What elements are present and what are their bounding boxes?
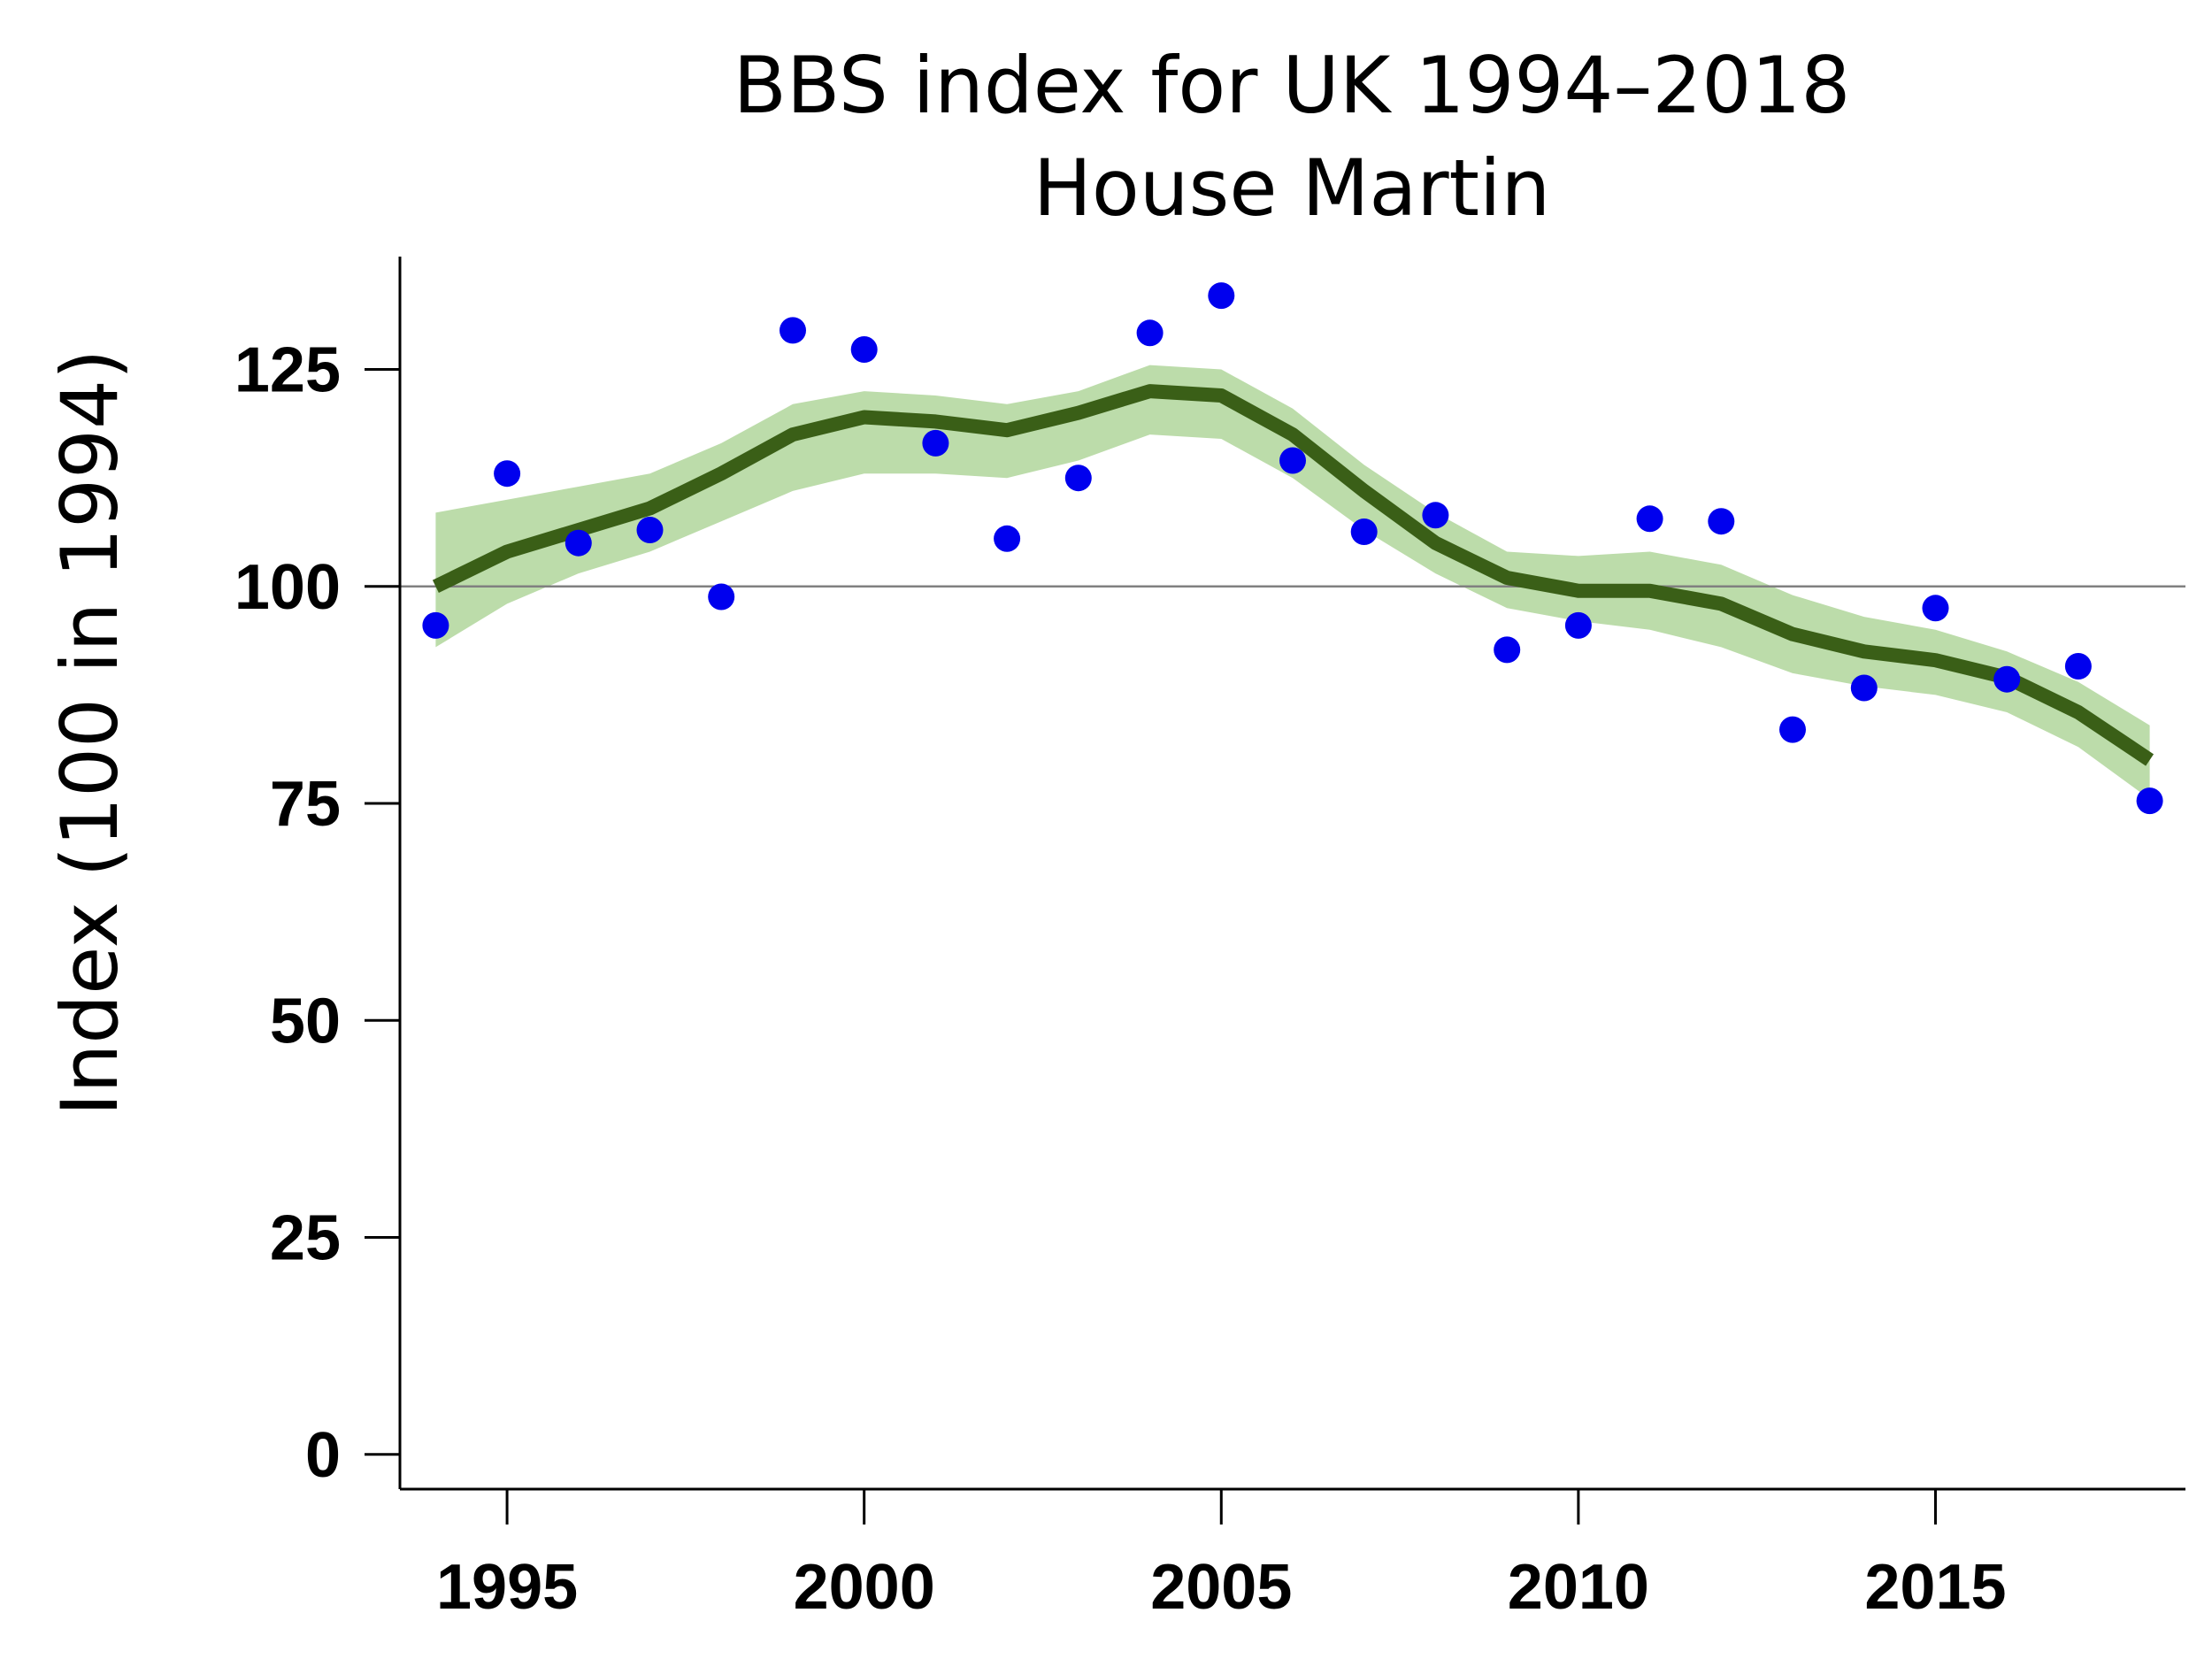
data-point-2003 xyxy=(1064,465,1092,492)
data-point-2018 xyxy=(2136,787,2163,815)
y-tick-label: 0 xyxy=(305,1420,341,1491)
data-point-2011 xyxy=(1636,505,1663,533)
y-tick-label: 75 xyxy=(270,769,341,840)
data-point-2012 xyxy=(1708,508,1735,535)
data-point-2009 xyxy=(1494,636,1521,664)
data-point-1995 xyxy=(494,460,521,488)
x-tick-label: 2015 xyxy=(1864,1552,2006,1623)
y-tick-label: 125 xyxy=(234,335,341,406)
x-tick-label: 1995 xyxy=(436,1552,578,1623)
x-tick-label: 2005 xyxy=(1150,1552,1292,1623)
data-point-2001 xyxy=(922,429,949,457)
x-tick-label: 2010 xyxy=(1508,1552,1649,1623)
data-point-2006 xyxy=(1279,447,1306,474)
data-point-2014 xyxy=(1850,674,1878,702)
data-point-2000 xyxy=(850,336,878,363)
x-tick-label: 2000 xyxy=(794,1552,935,1623)
data-point-2010 xyxy=(1564,611,1592,639)
data-point-2013 xyxy=(1779,716,1806,743)
y-axis-label: Index (100 in 1994) xyxy=(44,349,135,1117)
trend-line xyxy=(432,384,2154,766)
data-point-2016 xyxy=(1993,665,2021,693)
data-point-1997 xyxy=(636,517,664,543)
y-tick-label: 25 xyxy=(270,1203,341,1274)
data-point-2005 xyxy=(1208,282,1235,310)
data-point-2015 xyxy=(1922,595,1949,622)
data-point-1999 xyxy=(780,317,806,344)
data-point-2008 xyxy=(1422,502,1449,529)
plot-area: 0 25 50 75 100 125 1995 2000 2005 2010 2015 xyxy=(234,257,2185,1623)
data-point-2007 xyxy=(1350,518,1378,545)
chart-subtitle: House Martin xyxy=(1033,142,1551,234)
chart-title: BBS index for UK 1994–2018 xyxy=(733,40,1851,131)
data-point-2017 xyxy=(2064,653,2092,680)
y-tick-label: 100 xyxy=(234,552,341,623)
data-point-1998 xyxy=(708,583,735,611)
data-point-1996 xyxy=(565,529,592,557)
data-point-2004 xyxy=(1136,319,1164,347)
data-point-2002 xyxy=(994,525,1021,552)
data-point-1994 xyxy=(422,611,449,639)
y-tick-label: 50 xyxy=(270,986,341,1056)
